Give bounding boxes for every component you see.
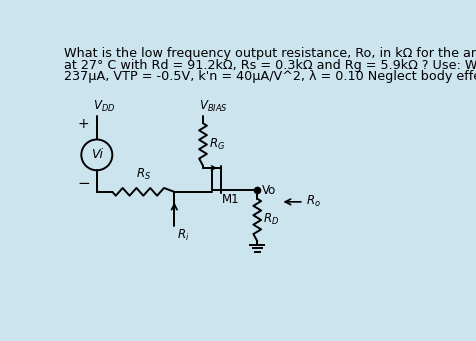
Text: Vo: Vo [261, 184, 276, 197]
Text: $R_G$: $R_G$ [209, 137, 225, 152]
Text: $R_S$: $R_S$ [136, 167, 150, 182]
Text: 237μA, VTP = -0.5V, k'n = 40μA/V^2, λ = 0.10 Neglect body effect.: 237μA, VTP = -0.5V, k'n = 40μA/V^2, λ = … [64, 70, 476, 83]
Text: $V_{BIAS}$: $V_{BIAS}$ [198, 99, 228, 114]
Text: M1: M1 [222, 193, 239, 206]
Text: $R_D$: $R_D$ [263, 212, 279, 227]
Text: −: − [77, 176, 90, 191]
Text: $R_i$: $R_i$ [177, 228, 189, 243]
Text: at 27° C with Rd = 91.2kΩ, Rs = 0.3kΩ and Rg = 5.9kΩ ? Use: W/L = 57, Id =: at 27° C with Rd = 91.2kΩ, Rs = 0.3kΩ an… [64, 59, 476, 72]
Text: $V_{DD}$: $V_{DD}$ [93, 99, 115, 114]
Text: What is the low frequency output resistance, Ro, in kΩ for the amplifier shown: What is the low frequency output resista… [64, 47, 476, 60]
Text: Vi: Vi [90, 148, 103, 161]
Text: +: + [78, 117, 89, 131]
Text: $R_o$: $R_o$ [306, 194, 320, 209]
